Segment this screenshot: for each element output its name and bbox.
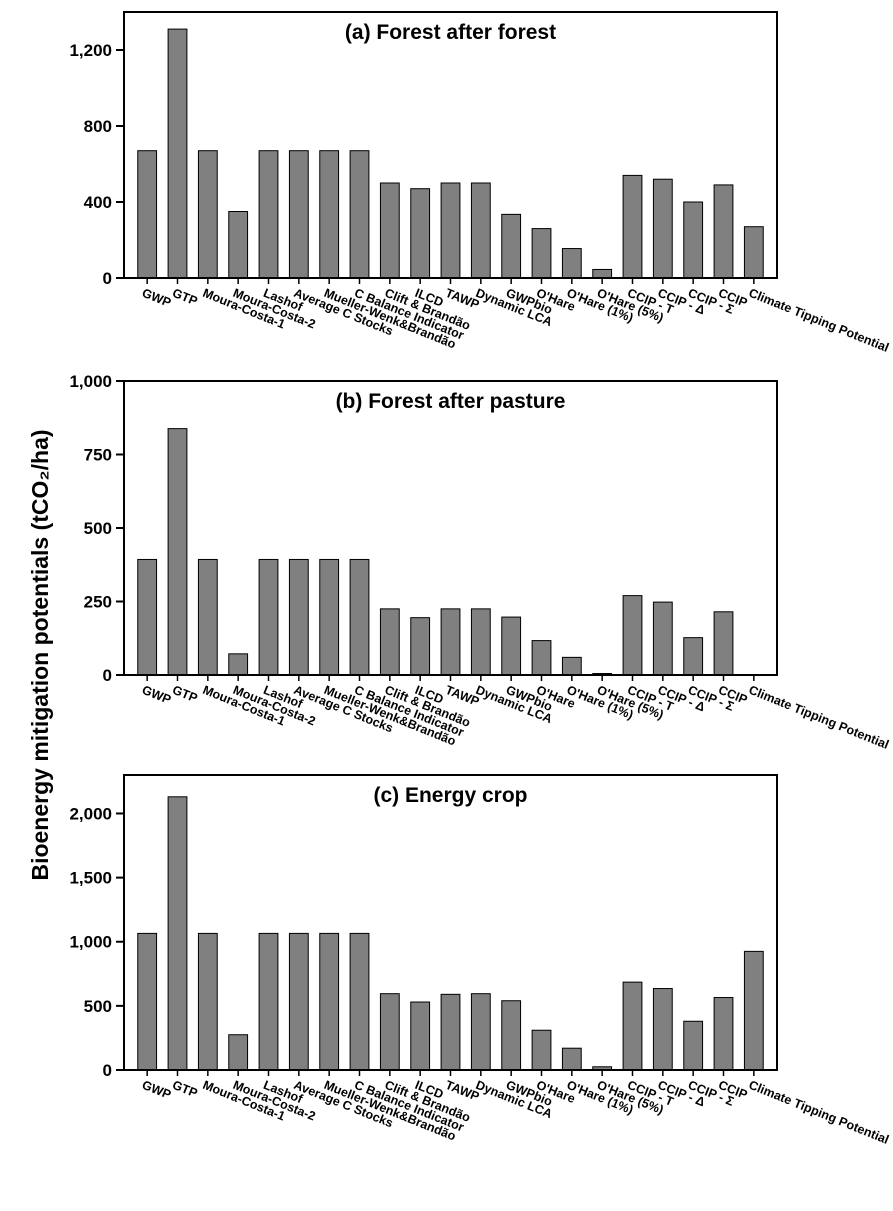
- bar-b-11: [470, 608, 491, 676]
- bar-b-19: [713, 611, 734, 676]
- bar-c-16: [622, 981, 643, 1071]
- bar-a-6: [319, 150, 340, 279]
- bar-c-14: [561, 1047, 582, 1071]
- bar-c-17: [652, 988, 673, 1071]
- bar-a-20: [743, 226, 764, 279]
- bar-b-10: [440, 608, 461, 676]
- category-label-b-1: GTP: [170, 683, 199, 706]
- bar-a-4: [258, 150, 279, 279]
- bar-c-10: [440, 993, 461, 1071]
- bar-a-0: [137, 150, 158, 279]
- category-label-b-20: Climate Tipping Potential: [747, 683, 891, 752]
- bar-a-18: [683, 201, 704, 279]
- bar-a-9: [410, 188, 431, 279]
- bar-b-4: [258, 558, 279, 676]
- y-tick-label-b-4: 1,000: [69, 372, 112, 391]
- y-tick-label-c-2: 1,000: [69, 933, 112, 952]
- bar-c-8: [379, 993, 400, 1071]
- bar-a-5: [288, 150, 309, 279]
- bar-b-14: [561, 656, 582, 676]
- y-tick-label-c-4: 2,000: [69, 804, 112, 823]
- bar-a-13: [531, 228, 552, 279]
- y-tick-label-a-0: 0: [103, 269, 112, 288]
- category-label-a-20: Climate Tipping Potential: [747, 286, 891, 355]
- panel-title-c: (c) Energy crop: [373, 784, 527, 807]
- panel-title-b: (b) Forest after pasture: [336, 390, 566, 413]
- y-tick-label-a-1: 400: [84, 193, 112, 212]
- bar-a-1: [167, 28, 188, 279]
- bar-a-17: [652, 178, 673, 279]
- bar-a-8: [379, 182, 400, 279]
- category-label-c-0: GWP: [140, 1078, 173, 1102]
- category-label-c-20: Climate Tipping Potential: [747, 1078, 891, 1147]
- bar-a-7: [349, 150, 370, 279]
- bar-c-3: [228, 1034, 249, 1071]
- bar-c-19: [713, 997, 734, 1071]
- bar-a-19: [713, 184, 734, 279]
- bar-a-15: [592, 268, 613, 279]
- bar-c-6: [319, 932, 340, 1071]
- bar-c-13: [531, 1029, 552, 1071]
- bar-c-12: [501, 1000, 522, 1071]
- bar-b-0: [137, 558, 158, 676]
- y-tick-label-b-0: 0: [103, 666, 112, 685]
- category-label-c-1: GTP: [170, 1078, 199, 1101]
- category-label-a-1: GTP: [170, 286, 199, 309]
- y-tick-label-b-2: 500: [84, 519, 112, 538]
- y-axis-label: Bioenergy mitigation potentials (tCO₂/ha…: [27, 429, 53, 880]
- bar-c-18: [683, 1020, 704, 1071]
- bar-b-2: [197, 558, 218, 676]
- panel-title-a: (a) Forest after forest: [345, 21, 556, 44]
- bar-b-7: [349, 558, 370, 676]
- bar-c-1: [167, 796, 188, 1071]
- category-label-b-0: GWP: [140, 683, 173, 707]
- bar-c-11: [470, 993, 491, 1071]
- bar-b-16: [622, 595, 643, 676]
- bar-b-13: [531, 640, 552, 676]
- bar-b-12: [501, 616, 522, 676]
- y-tick-label-a-3: 1,200: [69, 41, 112, 60]
- y-tick-label-c-0: 0: [103, 1061, 112, 1080]
- bar-a-3: [228, 211, 249, 279]
- category-label-a-0: GWP: [140, 286, 173, 310]
- bar-b-18: [683, 637, 704, 676]
- bar-c-7: [349, 932, 370, 1071]
- bar-a-12: [501, 213, 522, 279]
- y-tick-label-b-3: 750: [84, 446, 112, 465]
- bar-b-9: [410, 617, 431, 676]
- bar-c-20: [743, 950, 764, 1071]
- bar-a-11: [470, 182, 491, 279]
- y-tick-label-c-3: 1,500: [69, 869, 112, 888]
- bar-a-16: [622, 174, 643, 279]
- bar-a-10: [440, 182, 461, 279]
- bar-b-17: [652, 601, 673, 676]
- bar-c-9: [410, 1001, 431, 1071]
- y-tick-label-a-2: 800: [84, 117, 112, 136]
- bar-c-2: [197, 932, 218, 1071]
- bar-b-3: [228, 653, 249, 676]
- y-tick-label-c-1: 500: [84, 997, 112, 1016]
- bar-b-8: [379, 608, 400, 676]
- bar-a-14: [561, 248, 582, 279]
- bar-c-4: [258, 932, 279, 1071]
- bar-c-0: [137, 932, 158, 1071]
- bar-b-6: [319, 558, 340, 676]
- bar-c-5: [288, 932, 309, 1071]
- bar-b-5: [288, 558, 309, 676]
- bar-b-1: [167, 428, 188, 676]
- y-tick-label-b-1: 250: [84, 593, 112, 612]
- bar-a-2: [197, 150, 218, 279]
